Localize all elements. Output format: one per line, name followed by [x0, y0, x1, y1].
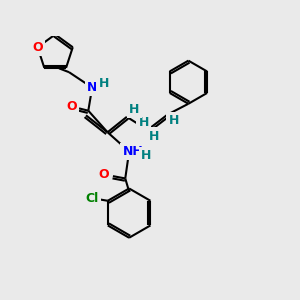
Text: NH: NH — [123, 145, 143, 158]
Text: O: O — [32, 41, 43, 54]
Text: Cl: Cl — [86, 192, 99, 205]
Text: H: H — [139, 116, 149, 129]
Text: O: O — [98, 168, 109, 181]
Text: H: H — [129, 103, 140, 116]
Text: H: H — [169, 114, 179, 127]
Text: H: H — [141, 149, 151, 162]
Text: O: O — [66, 100, 77, 113]
Text: N: N — [87, 81, 97, 94]
Text: H: H — [98, 77, 109, 90]
Text: H: H — [148, 130, 159, 142]
